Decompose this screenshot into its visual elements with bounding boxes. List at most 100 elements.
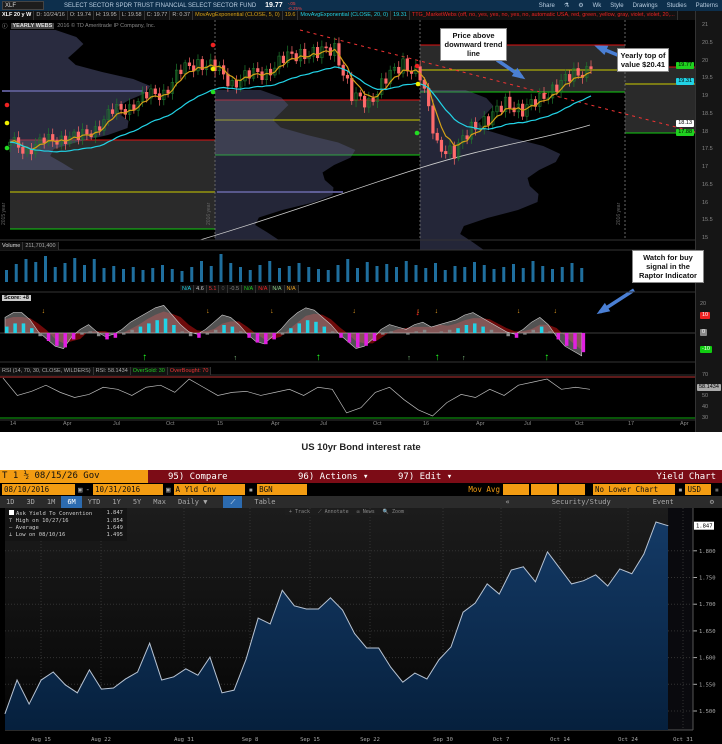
raptor-bar (280, 333, 285, 335)
price-tick: 18 (702, 128, 709, 135)
event-button[interactable]: Event (652, 498, 674, 506)
currency-field[interactable]: USD (685, 484, 712, 495)
raptor-bar (322, 326, 327, 333)
period-1y[interactable]: 1Y (112, 498, 121, 506)
yield-point (305, 608, 307, 610)
future-region (668, 508, 693, 730)
calendar-icon[interactable]: ▣ (78, 485, 83, 494)
raptor-bar (239, 331, 243, 333)
period-max[interactable]: Max (153, 498, 166, 506)
yield-point (330, 597, 331, 599)
candle (175, 69, 179, 83)
dropdown-icon[interactable]: ▪ (714, 485, 719, 494)
mov-avg-field-2[interactable] (530, 484, 557, 495)
volume-bar (141, 270, 145, 282)
price-tick: 18.5 (702, 110, 713, 117)
frequency-select[interactable]: Daily ▼ (177, 498, 208, 506)
yield-point (474, 602, 476, 604)
calendar-icon[interactable]: ▣ (166, 485, 171, 494)
info-icon[interactable]: ⓘ (2, 24, 8, 30)
raptor-bar (548, 331, 552, 333)
drawings-button[interactable]: Drawings (632, 2, 658, 9)
trend-arrow-head (511, 67, 526, 80)
annotate-tool[interactable]: ⟋ Annotate (318, 509, 349, 515)
end-date[interactable]: 10/31/2016 (93, 484, 164, 495)
rsi-header: RSI (14, 70, 30, CLOSE, WILDERS) RSI: 58… (0, 367, 212, 375)
symbol-input[interactable]: XLF (2, 1, 44, 10)
track-tool[interactable]: + Track (289, 509, 311, 515)
aggregation-button[interactable]: Wk (592, 2, 602, 9)
volume-bar (463, 267, 467, 282)
patterns-button[interactable]: Patterns (695, 2, 718, 9)
raptor-bar (506, 333, 510, 337)
mov-avg-field-1[interactable] (502, 484, 529, 495)
gear-icon[interactable]: ⚙ (709, 498, 714, 506)
bb-fields: 08/10/2016 ▣ - 10/31/2016 ▣ A Yld Cnv ▪ … (0, 483, 722, 496)
candle (568, 74, 572, 82)
period-6m[interactable]: 6M (61, 496, 82, 508)
candle (128, 104, 132, 115)
raptor-bar (272, 333, 276, 340)
raptor-tick: 20 (700, 301, 707, 307)
table-button[interactable]: Table (254, 498, 276, 506)
period-5y[interactable]: 5Y (132, 498, 142, 506)
candle (106, 109, 110, 120)
source-field[interactable]: BGN (257, 484, 308, 495)
start-date[interactable]: 08/10/2016 (2, 484, 75, 495)
security-study-button[interactable]: Security/Study (551, 498, 611, 506)
raptor-bar (46, 333, 51, 341)
line-chart-icon[interactable]: ⟋ (223, 496, 243, 508)
dropdown-icon[interactable]: ▪ (248, 485, 254, 494)
rsi-label: RSI (14, 70, 30, CLOSE, WILDERS) (0, 367, 94, 375)
yield-point (318, 608, 319, 610)
sma-line (199, 124, 591, 241)
yield-point (390, 666, 392, 668)
time-tick: Apr (680, 421, 689, 427)
volume-bar (482, 265, 486, 282)
raptor-bar (564, 333, 569, 346)
candle (538, 93, 542, 107)
volume-bar (102, 268, 106, 282)
lower-chart-select[interactable]: No Lower Chart (592, 484, 675, 495)
news-tool[interactable]: ✉ News (356, 509, 375, 515)
price-tag: 18.13 (676, 120, 694, 127)
buy-arrow-icon: ↑ (142, 352, 147, 363)
share-button[interactable]: Share (538, 2, 555, 9)
period-ytd[interactable]: YTD (87, 498, 101, 506)
study-value: N/A (285, 285, 299, 293)
candle (401, 58, 405, 74)
raptor-bar (222, 325, 226, 333)
price-axis[interactable]: 21 20.5 20 19.5 19 18.5 18 17.5 17 16.5 16 15.5 15 20… (695, 11, 722, 432)
candle (388, 69, 392, 84)
gear-icon[interactable]: ⚙ (578, 3, 584, 9)
period-3d[interactable]: 3D (26, 498, 35, 506)
candle (486, 116, 491, 126)
time-tick: Apr (476, 421, 485, 427)
candle (392, 66, 397, 71)
period-1m[interactable]: 1M (46, 498, 56, 506)
dropdown-icon[interactable]: ▪ (677, 485, 683, 494)
style-button[interactable]: Style (610, 2, 624, 9)
raptor-bar (364, 333, 368, 346)
volume-bar (170, 269, 174, 282)
candle (474, 121, 478, 130)
buy-arrow-icon: ↑ (234, 355, 238, 362)
compare-button[interactable]: 95) Compare (168, 471, 228, 482)
price-tick: 17.5 (702, 146, 713, 153)
collapse-button[interactable]: « (505, 498, 510, 506)
period-1d[interactable]: 1D (6, 498, 15, 506)
actions-button[interactable]: 96) Actions ▾ (298, 471, 369, 482)
field-select[interactable]: A Yld Cnv (173, 484, 245, 495)
edit-button[interactable]: 97) Edit ▾ (398, 471, 453, 482)
mov-avg-field-3[interactable] (558, 484, 585, 495)
studies-button[interactable]: Studies (666, 2, 687, 9)
zoom-tool[interactable]: 🔍 Zoom (382, 509, 405, 515)
checkbox-icon[interactable] (9, 510, 14, 515)
candle (371, 97, 375, 102)
yield-point (583, 580, 585, 582)
ema20-label: MovAvgExponential (CLOSE, 20, 0) (298, 11, 392, 20)
study-value: 0 (219, 285, 228, 293)
ticker-field[interactable]: T 1 ½ 08/15/26 Gov (0, 470, 148, 483)
flask-icon[interactable]: ⚗ (563, 3, 570, 9)
volume-bar (336, 265, 340, 282)
